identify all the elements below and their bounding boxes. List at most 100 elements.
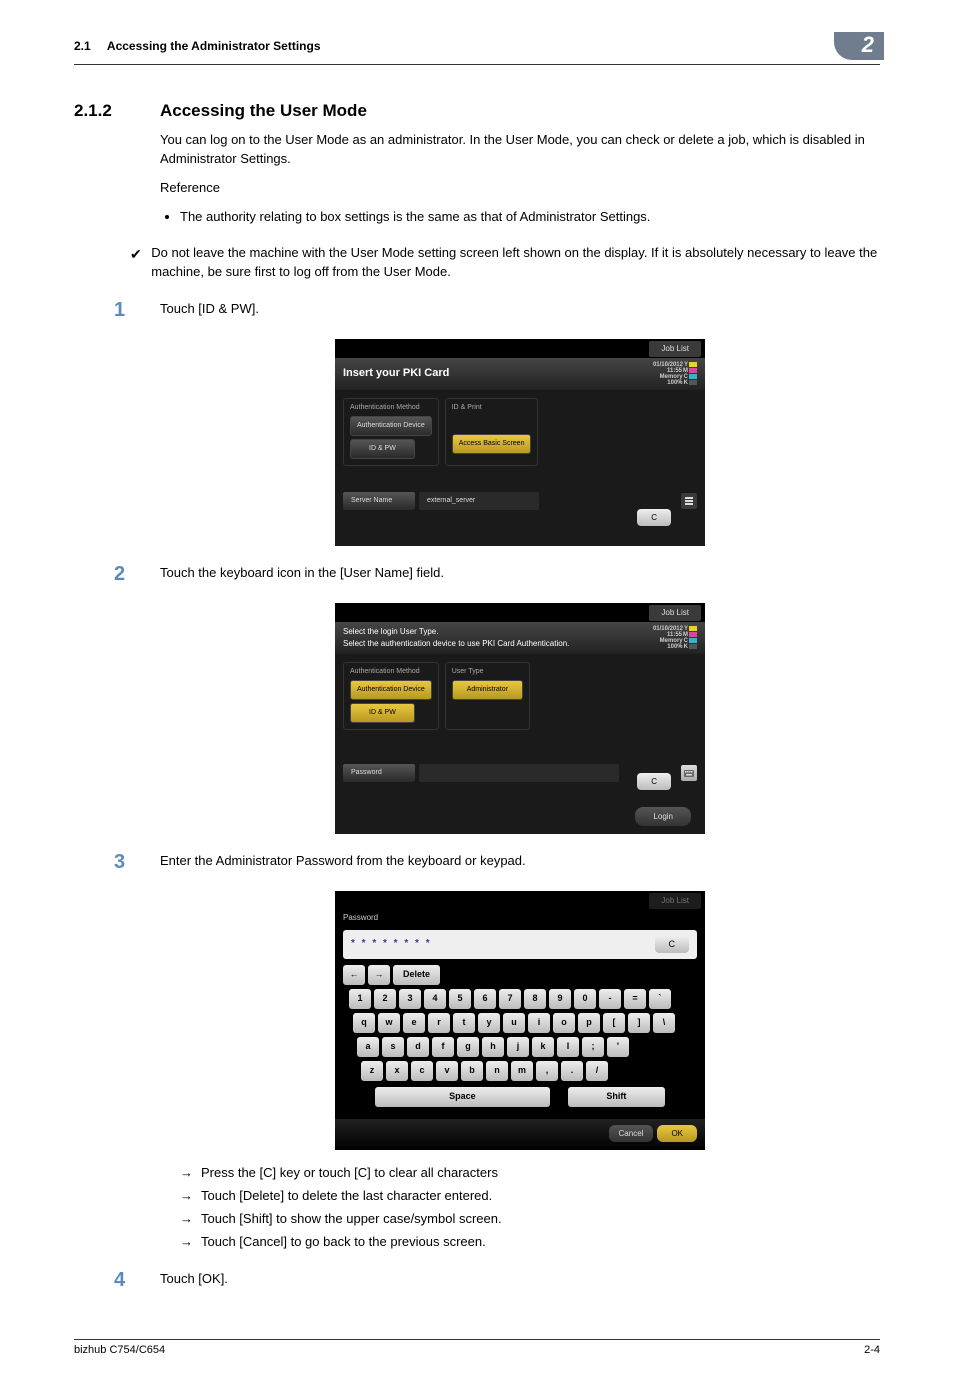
reference-bullets: The authority relating to box settings i… [180,208,880,227]
password-label: Password [343,764,415,782]
section-title: Accessing the User Mode [160,101,367,121]
cancel-button[interactable]: Cancel [609,1125,654,1143]
key-\[interactable]: \ [653,1013,675,1033]
key-[[interactable]: [ [603,1013,625,1033]
key-2[interactable]: 2 [374,989,396,1009]
key--[interactable]: - [599,989,621,1009]
job-list-button[interactable]: Job List [649,341,701,357]
key-u[interactable]: u [503,1013,525,1033]
key-g[interactable]: g [457,1037,479,1057]
cursor-right-key[interactable]: → [368,965,390,985]
toner-indicator: 01/10/2012Y 11:55M MemoryC 100%K [653,362,697,386]
step-4: 4 Touch [OK]. [160,1266,880,1295]
key-p[interactable]: p [578,1013,600,1033]
clear-button[interactable]: C [637,773,671,791]
key-5[interactable]: 5 [449,989,471,1009]
auth-method-group: Authentication Method Authentication Dev… [343,398,439,466]
password-value [419,764,619,782]
key-3[interactable]: 3 [399,989,421,1009]
job-list-button[interactable]: Job List [649,893,701,909]
key-h[interactable]: h [482,1037,504,1057]
id-pw-button[interactable]: ID & PW [350,439,415,459]
key-c[interactable]: c [411,1061,433,1081]
server-name-row: Server Name external_server [343,492,697,510]
note-row: ✔ Do not leave the machine with the User… [130,244,880,282]
key-a[interactable]: a [357,1037,379,1057]
ok-button[interactable]: OK [657,1125,697,1143]
key-/[interactable]: / [586,1061,608,1081]
shift-key[interactable]: Shift [568,1087,665,1107]
page-header: 2.1 Accessing the Administrator Settings… [74,32,880,65]
key-,[interactable]: , [536,1061,558,1081]
key-x[interactable]: x [386,1061,408,1081]
key-][interactable]: ] [628,1013,650,1033]
intro-paragraph: You can log on to the User Mode as an ad… [160,131,880,169]
key-k[interactable]: k [532,1037,554,1057]
body-content: You can log on to the User Mode as an ad… [160,131,880,1295]
id-pw-button[interactable]: ID & PW [350,703,415,723]
key-9[interactable]: 9 [549,989,571,1009]
key-'[interactable]: ' [607,1037,629,1057]
key-8[interactable]: 8 [524,989,546,1009]
key-d[interactable]: d [407,1037,429,1057]
key-w[interactable]: w [378,1013,400,1033]
page-footer: bizhub C754/C654 2-4 [74,1339,880,1356]
arrow-item: Touch [Cancel] to go back to the previou… [180,1233,880,1252]
administrator-button[interactable]: Administrator [452,680,523,700]
header-section-title: 2.1 Accessing the Administrator Settings [74,39,321,53]
note-text: Do not leave the machine with the User M… [151,244,880,282]
key-j[interactable]: j [507,1037,529,1057]
key-z[interactable]: z [361,1061,383,1081]
screenshot-2: Job List Select the login User Type. Sel… [335,603,705,834]
key-s[interactable]: s [382,1037,404,1057]
key-`[interactable]: ` [649,989,671,1009]
key-=[interactable]: = [624,989,646,1009]
key-7[interactable]: 7 [499,989,521,1009]
key-0[interactable]: 0 [574,989,596,1009]
key-b[interactable]: b [461,1061,483,1081]
step-3: 3 Enter the Administrator Password from … [160,848,880,877]
key-t[interactable]: t [453,1013,475,1033]
cursor-left-key[interactable]: ← [343,965,365,985]
screen-title-line2: Select the authentication device to use … [343,638,569,650]
key-y[interactable]: y [478,1013,500,1033]
key-6[interactable]: 6 [474,989,496,1009]
key-i[interactable]: i [528,1013,550,1033]
keyboard-value: * * * * * * * * [351,937,432,952]
key-n[interactable]: n [486,1061,508,1081]
instruction-arrows: Press the [C] key or touch [C] to clear … [180,1164,880,1251]
login-button[interactable]: Login [635,807,691,827]
key-e[interactable]: e [403,1013,425,1033]
keyboard-clear-button[interactable]: C [655,936,690,953]
section-number: 2.1.2 [74,101,160,121]
step-number: 2 [114,560,160,589]
key-l[interactable]: l [557,1037,579,1057]
arrow-item: Touch [Delete] to delete the last charac… [180,1187,880,1206]
key-1[interactable]: 1 [349,989,371,1009]
toner-indicator: 01/10/2012Y 11:55M MemoryC 100%K [653,626,697,650]
delete-key[interactable]: Delete [393,965,440,985]
server-name-value: external_server [419,492,539,510]
keyboard-icon[interactable] [681,765,697,781]
key-q[interactable]: q [353,1013,375,1033]
key-o[interactable]: o [553,1013,575,1033]
list-icon[interactable] [681,493,697,509]
key-4[interactable]: 4 [424,989,446,1009]
job-list-button[interactable]: Job List [649,605,701,621]
step-text: Enter the Administrator Password from th… [160,848,526,871]
key-r[interactable]: r [428,1013,450,1033]
keyboard-display: * * * * * * * * C [343,930,697,959]
auth-method-group: Authentication Method Authentication Dev… [343,662,439,730]
space-key[interactable]: Space [375,1087,550,1107]
screen-title-line1: Select the login User Type. [343,626,569,638]
step-1: 1 Touch [ID & PW]. [160,296,880,325]
key-;[interactable]: ; [582,1037,604,1057]
access-basic-button[interactable]: Access Basic Screen [452,434,532,454]
key-f[interactable]: f [432,1037,454,1057]
auth-device-button[interactable]: Authentication Device [350,416,432,436]
clear-button[interactable]: C [637,509,671,527]
key-v[interactable]: v [436,1061,458,1081]
key-.[interactable]: . [561,1061,583,1081]
key-m[interactable]: m [511,1061,533,1081]
auth-device-button[interactable]: Authentication Device [350,680,432,700]
